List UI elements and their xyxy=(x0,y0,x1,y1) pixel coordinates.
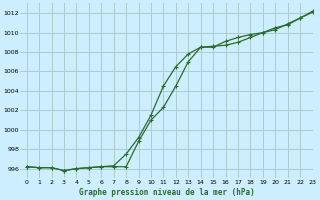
X-axis label: Graphe pression niveau de la mer (hPa): Graphe pression niveau de la mer (hPa) xyxy=(79,188,254,197)
